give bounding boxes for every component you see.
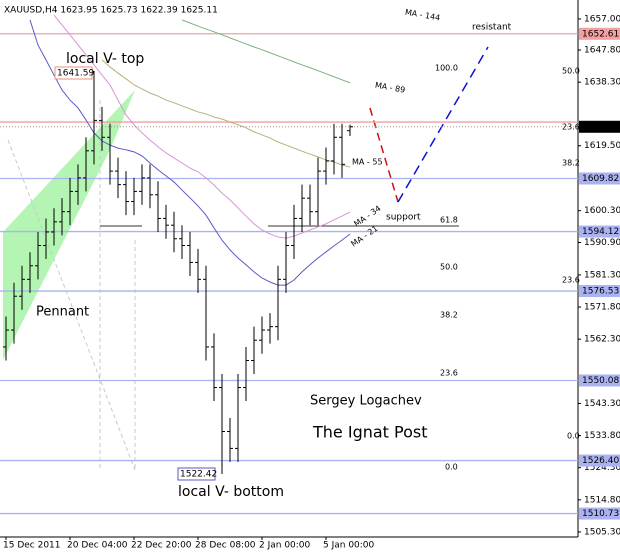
level-label-box — [579, 454, 620, 467]
level-label-box — [579, 285, 620, 298]
ma-label: MA - 55 — [352, 158, 383, 167]
y-tick-label: 1514.80 — [584, 495, 620, 505]
x-tick-label: 28 Dec 08:00 — [195, 541, 256, 551]
annotation: 100.0 — [435, 64, 458, 73]
pennant-shape — [3, 90, 135, 360]
level-label: 1510.73 — [582, 509, 619, 519]
last-price-box — [579, 120, 620, 133]
annotation: 61.8 — [440, 216, 458, 225]
annotation: 50.0 — [440, 263, 458, 272]
y-tick-label: 1571.80 — [584, 303, 620, 313]
annotation: 23.6 — [562, 276, 580, 285]
annotation: Pennant — [36, 305, 89, 320]
y-tick-label: 1647.80 — [584, 46, 620, 56]
moving-average — [101, 59, 351, 168]
level-label: 1594.12 — [582, 227, 619, 237]
annotation: local V- bottom — [178, 484, 284, 500]
annotation: resistant — [472, 23, 512, 33]
y-tick-label: 1638.30 — [584, 78, 620, 88]
annotation: The Ignat Post — [312, 423, 428, 442]
annotation: 23.6 — [562, 123, 580, 132]
annotation: 50.0 — [562, 67, 580, 76]
price-label: 1641.59 — [57, 69, 94, 79]
price-label-box — [177, 467, 216, 481]
level-label-box — [579, 27, 620, 40]
projection-down — [369, 107, 399, 203]
y-tick-label: 1524.30 — [584, 463, 620, 473]
x-tick-label: 22 Dec 20:00 — [131, 541, 192, 551]
moving-average — [181, 19, 351, 84]
annotation: 23.6 — [440, 369, 458, 378]
x-tick-label: 15 Dec 2011 — [3, 541, 61, 551]
price-label-box — [54, 66, 93, 80]
price-label: 1522.42 — [180, 470, 217, 480]
level-label-box — [579, 507, 620, 520]
annotation: Sergey Logachev — [310, 394, 422, 409]
level-label-box — [579, 225, 620, 238]
x-tick-label: 20 Dec 04:00 — [67, 541, 128, 551]
chart-header: XAUUSD,H4 1623.95 1625.73 1622.39 1625.1… — [4, 6, 218, 16]
y-tick-label: 1657.00 — [584, 14, 620, 24]
level-label: 1609.82 — [582, 174, 619, 184]
y-tick-label: 1533.80 — [584, 431, 620, 441]
annotation: 0.0 — [567, 432, 580, 441]
y-tick-label: 1581.30 — [584, 270, 620, 280]
trend-guide — [7, 139, 136, 471]
projection-up — [397, 46, 489, 203]
x-tick-label: 2 Jan 00:00 — [259, 541, 311, 551]
annotation: support — [386, 213, 421, 223]
annotation: 0.0 — [445, 463, 458, 472]
level-label: 1576.53 — [582, 287, 619, 297]
moving-average — [29, 19, 351, 286]
level-label: 1652.61 — [582, 29, 619, 39]
level-label: 1550.08 — [582, 376, 619, 386]
level-label: 1526.40 — [582, 456, 619, 466]
last-price-label: 1625.11 — [582, 122, 619, 132]
level-label-box — [579, 374, 620, 387]
y-tick-label: 1600.30 — [584, 206, 620, 216]
annotation: 38.2 — [440, 311, 458, 320]
y-tick-label: 1562.30 — [584, 335, 620, 345]
y-tick-label: 1590.90 — [584, 238, 620, 248]
y-tick-label: 1619.50 — [584, 141, 620, 151]
moving-average — [53, 14, 351, 239]
level-label-box — [579, 172, 620, 185]
y-tick-label: 1543.30 — [584, 399, 620, 409]
y-tick-label: 1505.30 — [584, 527, 620, 537]
x-tick-label: 5 Jan 00:00 — [323, 541, 375, 551]
annotation: 38.2 — [562, 159, 580, 168]
annotation: local V- top — [66, 51, 144, 67]
